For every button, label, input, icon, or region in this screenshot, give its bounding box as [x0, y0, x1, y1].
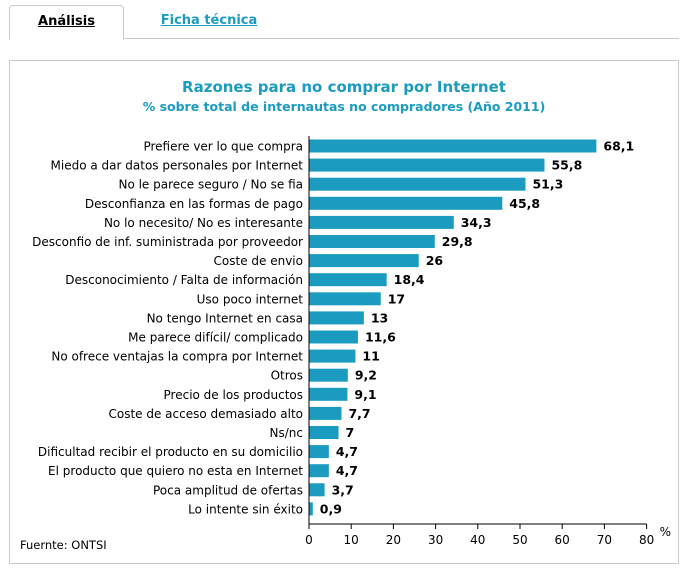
x-tick-label: 0: [305, 533, 313, 547]
category-label: Prefiere ver lo que compra: [143, 140, 303, 154]
value-label: 7,7: [348, 406, 370, 421]
source-note: Fuernte: ONTSI: [20, 538, 107, 552]
value-label: 0,9: [320, 501, 342, 516]
bar: [309, 196, 503, 210]
chart-panel: Razones para no comprar por Internet % so…: [9, 60, 679, 564]
x-tick-label: 70: [597, 533, 612, 547]
bar: [309, 177, 526, 191]
x-tick-label: 30: [428, 533, 443, 547]
value-label: 45,8: [509, 196, 540, 211]
x-tick-label: 60: [555, 533, 570, 547]
bar: [309, 368, 348, 382]
value-label: 68,1: [603, 139, 634, 154]
value-label: 26: [426, 253, 444, 268]
category-label: Coste de envio: [214, 254, 303, 268]
category-label: No le parece seguro / No se fia: [118, 178, 303, 192]
value-label: 13: [371, 310, 388, 325]
bar: [309, 215, 454, 229]
bar: [309, 387, 348, 401]
category-label: Poca amplitud de ofertas: [153, 483, 303, 497]
chart-title: Razones para no comprar por Internet: [182, 78, 506, 96]
bar: [309, 139, 597, 153]
value-label: 17: [388, 291, 405, 306]
category-label: No lo necesito/ No es interesante: [104, 216, 303, 230]
value-label: 7: [346, 425, 355, 440]
category-label: Me parece difícil/ complicado: [128, 331, 303, 345]
category-label: No ofrece ventajas la compra por Interne…: [51, 350, 303, 364]
bar-chart: Razones para no comprar por Internet % so…: [20, 78, 671, 552]
tab-ficha-tecnica[interactable]: Ficha técnica: [160, 13, 258, 28]
bar: [309, 502, 313, 516]
tab-divider: [9, 38, 679, 39]
bar: [309, 483, 325, 497]
value-label: 9,1: [354, 387, 376, 402]
category-label: Otros: [271, 369, 303, 383]
category-label: Coste de acceso demasiado alto: [108, 407, 303, 421]
category-label: Desconfianza en las formas de pago: [85, 197, 303, 211]
value-label: 9,2: [355, 368, 377, 383]
bar: [309, 235, 435, 248]
bar: [309, 254, 419, 268]
bar: [309, 426, 339, 439]
value-label: 18,4: [394, 272, 425, 287]
value-label: 4,7: [336, 444, 358, 459]
category-label: Desconocimiento / Falta de información: [65, 273, 303, 287]
x-tick-label: 80: [639, 533, 654, 547]
value-label: 55,8: [551, 158, 582, 173]
value-label: 4,7: [336, 463, 358, 478]
value-label: 11,6: [365, 330, 396, 345]
value-label: 3,7: [332, 482, 354, 497]
category-label: Desconfio de inf. suministrada por prove…: [32, 235, 303, 249]
x-tick-label: 50: [512, 533, 527, 547]
bar: [309, 349, 356, 363]
bar: [309, 464, 329, 478]
category-label: Miedo a dar datos personales por Interne…: [51, 159, 304, 173]
value-label: 34,3: [461, 215, 492, 230]
value-label: 29,8: [442, 234, 473, 249]
bar: [309, 311, 364, 325]
category-label: Ns/nc: [270, 426, 303, 440]
category-label: Lo intente sin éxito: [188, 502, 303, 516]
category-label: El producto que quiero no esta en Intern…: [48, 464, 303, 478]
x-tick-label: 20: [386, 533, 401, 547]
bar: [309, 445, 329, 459]
x-tick-label: 10: [344, 533, 359, 547]
bar: [309, 292, 381, 306]
bar: [309, 406, 342, 420]
x-tick-label: 40: [470, 533, 485, 547]
x-unit-label: %: [660, 525, 671, 539]
tab-bar: Análisis Ficha técnica: [9, 5, 679, 40]
bar: [309, 158, 545, 172]
bar: [309, 330, 358, 344]
tab-analisis[interactable]: Análisis: [9, 5, 124, 40]
chart-subtitle: % sobre total de internautas no comprado…: [143, 99, 546, 114]
category-label: Dificultad recibir el producto en su dom…: [38, 445, 303, 459]
bar: [309, 273, 387, 287]
value-label: 51,3: [532, 177, 563, 192]
value-label: 11: [362, 349, 379, 364]
category-label: Uso poco internet: [197, 292, 304, 306]
category-label: Precio de los productos: [164, 388, 303, 402]
category-label: No tengo Internet en casa: [147, 311, 303, 325]
